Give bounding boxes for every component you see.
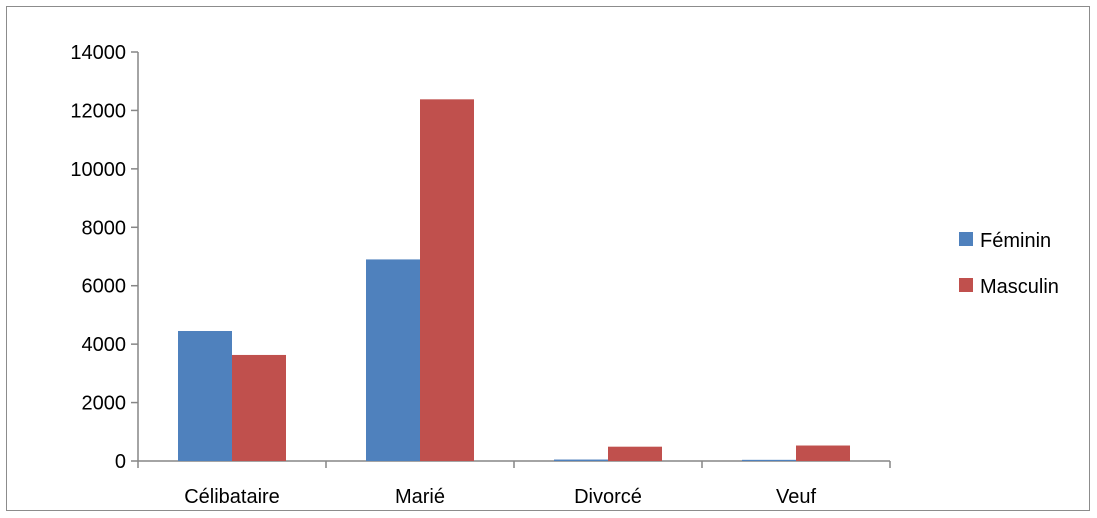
bar-masculin-veuf xyxy=(796,445,850,461)
bar-masculin-divorcé xyxy=(608,446,662,461)
y-tick-label: 6000 xyxy=(82,276,127,298)
y-axis: 0 2000 4000 6000 8000 10000 12000 14000 xyxy=(70,42,139,473)
y-tick-label: 4000 xyxy=(82,334,127,356)
y-tick-label: 0 xyxy=(115,451,126,473)
bar-masculin-marié xyxy=(420,99,474,461)
legend-swatch xyxy=(959,278,973,292)
y-tick-label: 8000 xyxy=(82,217,127,239)
legend: Féminin Masculin xyxy=(959,230,1059,298)
x-tick-label: Divorcé xyxy=(574,486,642,508)
bar-féminin-veuf xyxy=(742,459,796,461)
bar-féminin-célibataire xyxy=(178,330,232,461)
x-tick-label: Célibataire xyxy=(184,486,280,508)
y-tick-label: 14000 xyxy=(70,42,126,64)
bar-féminin-divorcé xyxy=(554,459,608,461)
legend-swatch xyxy=(959,232,973,246)
y-tick-label: 2000 xyxy=(82,393,127,415)
bar-féminin-marié xyxy=(366,259,420,461)
x-tick-label: Veuf xyxy=(776,486,816,508)
bars xyxy=(178,99,850,461)
y-tick-label: 12000 xyxy=(70,100,126,122)
x-tick-label: Marié xyxy=(395,486,445,508)
bar-masculin-célibataire xyxy=(232,354,286,461)
y-tick-label: 10000 xyxy=(70,159,126,181)
legend-label: Masculin xyxy=(980,276,1059,298)
x-axis: Célibataire Marié Divorcé Veuf xyxy=(137,460,891,508)
legend-label: Féminin xyxy=(980,230,1051,252)
